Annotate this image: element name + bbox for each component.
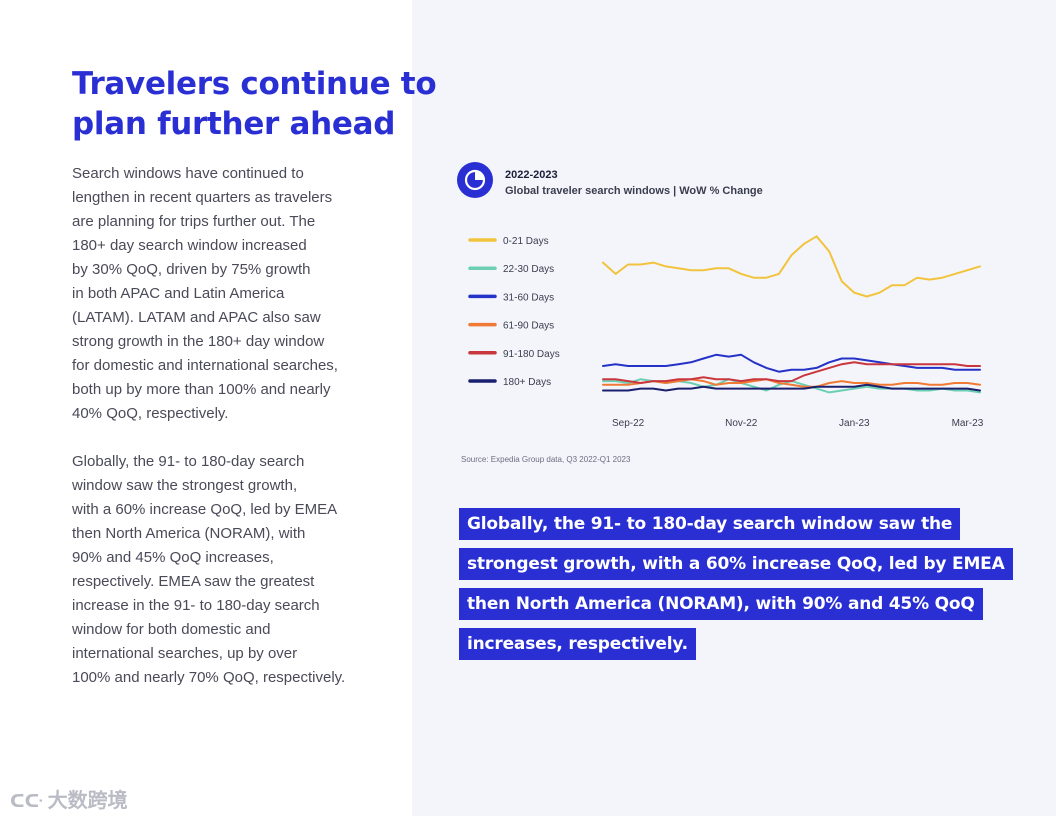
legend-label: 61-90 Days (503, 321, 554, 332)
highlight-callout: Globally, the 91- to 180-day search wind… (459, 508, 1039, 668)
text-line: international searches, up by over (72, 645, 298, 662)
text-line: for domestic and international searches, (72, 357, 338, 374)
text-line: Search windows have continued to (72, 165, 304, 182)
highlight-line: then North America (NORAM), with 90% and… (459, 588, 983, 620)
watermark-text: 大数跨境 (47, 790, 128, 812)
legend-label: 22-30 Days (503, 264, 554, 275)
chart-panel (412, 0, 1056, 816)
x-tick-label: Jan-23 (839, 418, 870, 429)
line-chart: 0-21 Days 22-30 Days 31-60 Days 61-90 Days 9… (468, 235, 984, 429)
text-line: are planning for trips further out. The (72, 213, 316, 230)
text-line: in both APAC and Latin America (72, 285, 285, 302)
text-line: by 30% QoQ, driven by 75% growth (72, 261, 311, 278)
x-tick-label: Sep-22 (612, 418, 645, 429)
body-paragraph-2: Globally, the 91- to 180-day search wind… (72, 450, 372, 690)
text-line: increase in the 91- to 180-day search (72, 597, 320, 614)
text-line: 40% QoQ, respectively. (72, 405, 229, 422)
text-line: 100% and nearly 70% QoQ, respectively. (72, 669, 346, 686)
chart-source: Source: Expedia Group data, Q3 2022-Q1 2… (461, 455, 631, 464)
legend-label: 91-180 Days (503, 349, 560, 360)
chart-x-axis: Sep-22 Nov-22 Jan-23 Mar-23 (612, 418, 984, 429)
legend-label: 31-60 Days (503, 292, 554, 303)
text-line: respectively. EMEA saw the greatest (72, 573, 315, 590)
watermark-logo-icon: ᑕᑢ (10, 791, 44, 811)
text-panel (0, 0, 412, 816)
x-tick-label: Nov-22 (725, 418, 758, 429)
series-line (602, 353, 981, 373)
highlight-line: Globally, the 91- to 180-day search wind… (459, 508, 961, 540)
highlight-line: increases, respectively. (459, 628, 696, 660)
page-title-line: plan further ahead (72, 106, 396, 142)
page-title-line: Travelers continue to (72, 66, 437, 102)
watermark: ᑕᑢ 大数跨境 (10, 784, 128, 813)
text-line: window for both domestic and (72, 621, 271, 638)
legend-label: 0-21 Days (503, 236, 549, 247)
page-title: Travelers continue to plan further ahead (72, 64, 437, 144)
chart-subtitle: Global traveler search windows | WoW % C… (505, 185, 763, 197)
body-paragraph-1: Search windows have continued to lengthe… (72, 162, 372, 426)
text-line: lengthen in recent quarters as travelers (72, 189, 333, 206)
x-tick-label: Mar-23 (952, 418, 984, 429)
text-line: 90% and 45% QoQ increases, (72, 549, 274, 566)
text-line: strong growth in the 180+ day window (72, 333, 325, 350)
highlight-line: strongest growth, with a 60% increase Qo… (459, 548, 1013, 580)
series-line (602, 361, 981, 384)
chart-legend: 0-21 Days 22-30 Days 31-60 Days 61-90 Days 9… (468, 236, 560, 388)
chart-series (602, 235, 981, 394)
text-line: 180+ day search window increased (72, 237, 307, 254)
chart-year: 2022-2023 (505, 169, 558, 181)
series-line (602, 383, 981, 392)
text-line: Globally, the 91- to 180-day search (72, 453, 305, 470)
legend-label: 180+ Days (503, 377, 551, 388)
text-line: with a 60% increase QoQ, led by EMEA (72, 501, 338, 518)
series-line (602, 378, 981, 388)
pie-chart-icon (457, 162, 493, 198)
text-line: window saw the strongest growth, (72, 477, 298, 494)
text-line: then North America (NORAM), with (72, 525, 306, 542)
text-line: (LATAM). LATAM and APAC also saw (72, 309, 321, 326)
series-line (602, 235, 981, 298)
text-line: both up by more than 100% and nearly (72, 381, 331, 398)
